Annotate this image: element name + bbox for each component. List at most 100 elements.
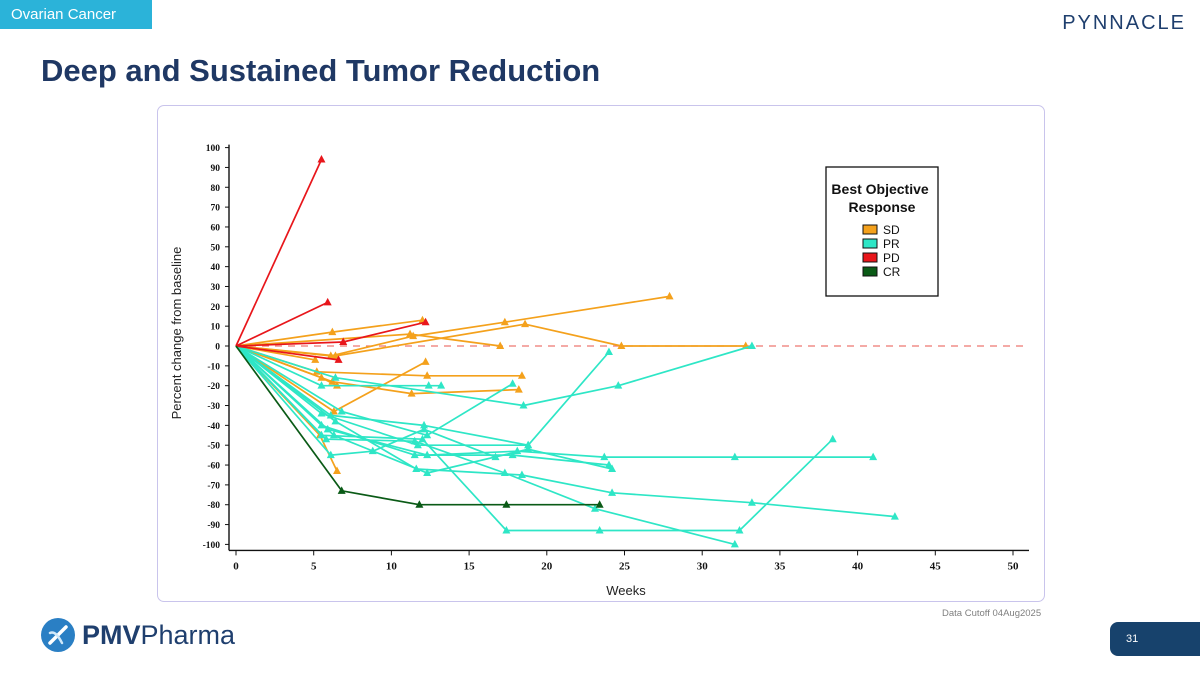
y-tick-label: 60 xyxy=(211,223,221,233)
data-point-marker xyxy=(600,452,609,461)
data-point-marker xyxy=(519,401,528,409)
data-point-marker xyxy=(502,526,511,534)
data-point-marker xyxy=(617,341,626,349)
series-line xyxy=(235,345,514,437)
data-point-marker xyxy=(326,450,335,459)
legend-title: Best Objective Response xyxy=(831,181,932,215)
data-point-marker xyxy=(890,512,899,520)
chart-frame xyxy=(157,105,1045,602)
data-point-marker xyxy=(328,327,337,336)
patient-series-sd xyxy=(235,329,505,349)
data-point-marker xyxy=(331,373,340,381)
data-point-marker xyxy=(329,430,338,439)
data-point-marker xyxy=(333,466,342,474)
data-point-marker xyxy=(328,377,337,385)
patient-series-sd xyxy=(235,345,430,415)
y-tick-label: -60 xyxy=(207,462,220,472)
data-point-marker xyxy=(500,468,509,476)
page-title: Deep and Sustained Tumor Reduction xyxy=(41,53,601,88)
data-point-marker xyxy=(418,434,427,443)
series-line xyxy=(235,295,670,357)
data-point-marker xyxy=(420,424,429,433)
patient-series-sd xyxy=(235,319,750,359)
data-point-marker xyxy=(500,317,509,326)
data-point-marker xyxy=(415,500,424,508)
data-point-marker xyxy=(524,444,533,453)
data-point-marker xyxy=(406,329,415,338)
x-tick-label: 20 xyxy=(541,560,553,572)
patient-series-sd xyxy=(235,315,427,347)
patient-series-pr xyxy=(235,341,756,409)
data-point-marker xyxy=(595,526,604,534)
data-point-marker xyxy=(317,408,326,417)
series-line xyxy=(235,345,736,546)
patient-series-pr xyxy=(235,345,446,389)
patient-series-pr xyxy=(235,345,517,439)
data-point-marker xyxy=(508,450,517,459)
y-tick-label: -80 xyxy=(207,501,220,511)
data-point-marker xyxy=(368,446,377,455)
pmv-pharma-logo: PMVPharma xyxy=(40,617,235,653)
x-tick-label: 45 xyxy=(930,560,942,572)
legend-label-sd: SD xyxy=(883,223,900,237)
page-number: 31 xyxy=(1110,622,1200,656)
y-tick-label: -50 xyxy=(207,442,220,452)
patient-series-pr xyxy=(235,345,500,461)
data-cutoff-note: Data Cutoff 04Aug2025 xyxy=(942,608,1042,619)
data-point-marker xyxy=(614,381,623,389)
data-point-marker xyxy=(502,500,511,508)
data-point-marker xyxy=(514,385,523,393)
data-point-marker xyxy=(317,155,326,163)
data-point-marker xyxy=(869,452,878,461)
data-point-marker xyxy=(747,341,756,349)
data-point-marker xyxy=(322,434,331,443)
data-point-marker xyxy=(828,434,837,443)
y-tick-label: -90 xyxy=(207,521,220,531)
patient-series-cr xyxy=(235,345,604,508)
data-point-marker xyxy=(604,460,613,469)
data-point-marker xyxy=(337,486,346,494)
data-point-marker xyxy=(410,436,419,445)
data-point-marker xyxy=(491,452,500,461)
data-point-marker xyxy=(604,347,613,355)
y-tick-label: 40 xyxy=(211,263,221,273)
series-line xyxy=(235,345,519,395)
data-point-marker xyxy=(339,337,348,346)
patient-series-pr xyxy=(235,345,739,548)
y-tick-label: 70 xyxy=(211,204,221,214)
logo-text-bold: PMV xyxy=(82,619,141,650)
data-point-marker xyxy=(421,357,430,365)
x-axis-label: Weeks xyxy=(606,583,646,598)
series-line xyxy=(235,159,323,347)
data-point-marker xyxy=(608,464,617,473)
data-point-marker xyxy=(521,319,530,328)
x-tick-label: 15 xyxy=(464,560,476,572)
data-point-marker xyxy=(730,539,739,548)
y-tick-label: 90 xyxy=(211,164,221,174)
data-point-marker xyxy=(437,381,446,389)
data-point-marker xyxy=(329,406,338,415)
data-point-marker xyxy=(423,371,432,379)
y-tick-label: -10 xyxy=(207,362,220,372)
legend-label-pr: PR xyxy=(883,237,900,251)
x-tick-label: 40 xyxy=(852,560,864,572)
legend-label-cr: CR xyxy=(883,265,901,279)
data-point-marker xyxy=(331,416,340,425)
x-tick-label: 30 xyxy=(697,560,709,572)
patient-series-pr xyxy=(235,345,617,476)
y-axis-label: Percent change from baseline xyxy=(169,247,184,420)
data-point-marker xyxy=(337,406,346,415)
y-tick-label: 0 xyxy=(215,343,220,353)
data-point-marker xyxy=(323,297,332,306)
data-point-marker xyxy=(420,420,429,429)
patient-series-sd xyxy=(235,291,674,359)
data-point-marker xyxy=(334,355,343,363)
data-point-marker xyxy=(410,450,419,459)
series-line xyxy=(235,301,329,347)
data-point-marker xyxy=(423,430,432,439)
y-tick-label: 20 xyxy=(211,303,221,313)
series-line xyxy=(235,345,529,447)
y-tick-label: 80 xyxy=(211,184,221,194)
data-point-marker xyxy=(508,379,517,387)
